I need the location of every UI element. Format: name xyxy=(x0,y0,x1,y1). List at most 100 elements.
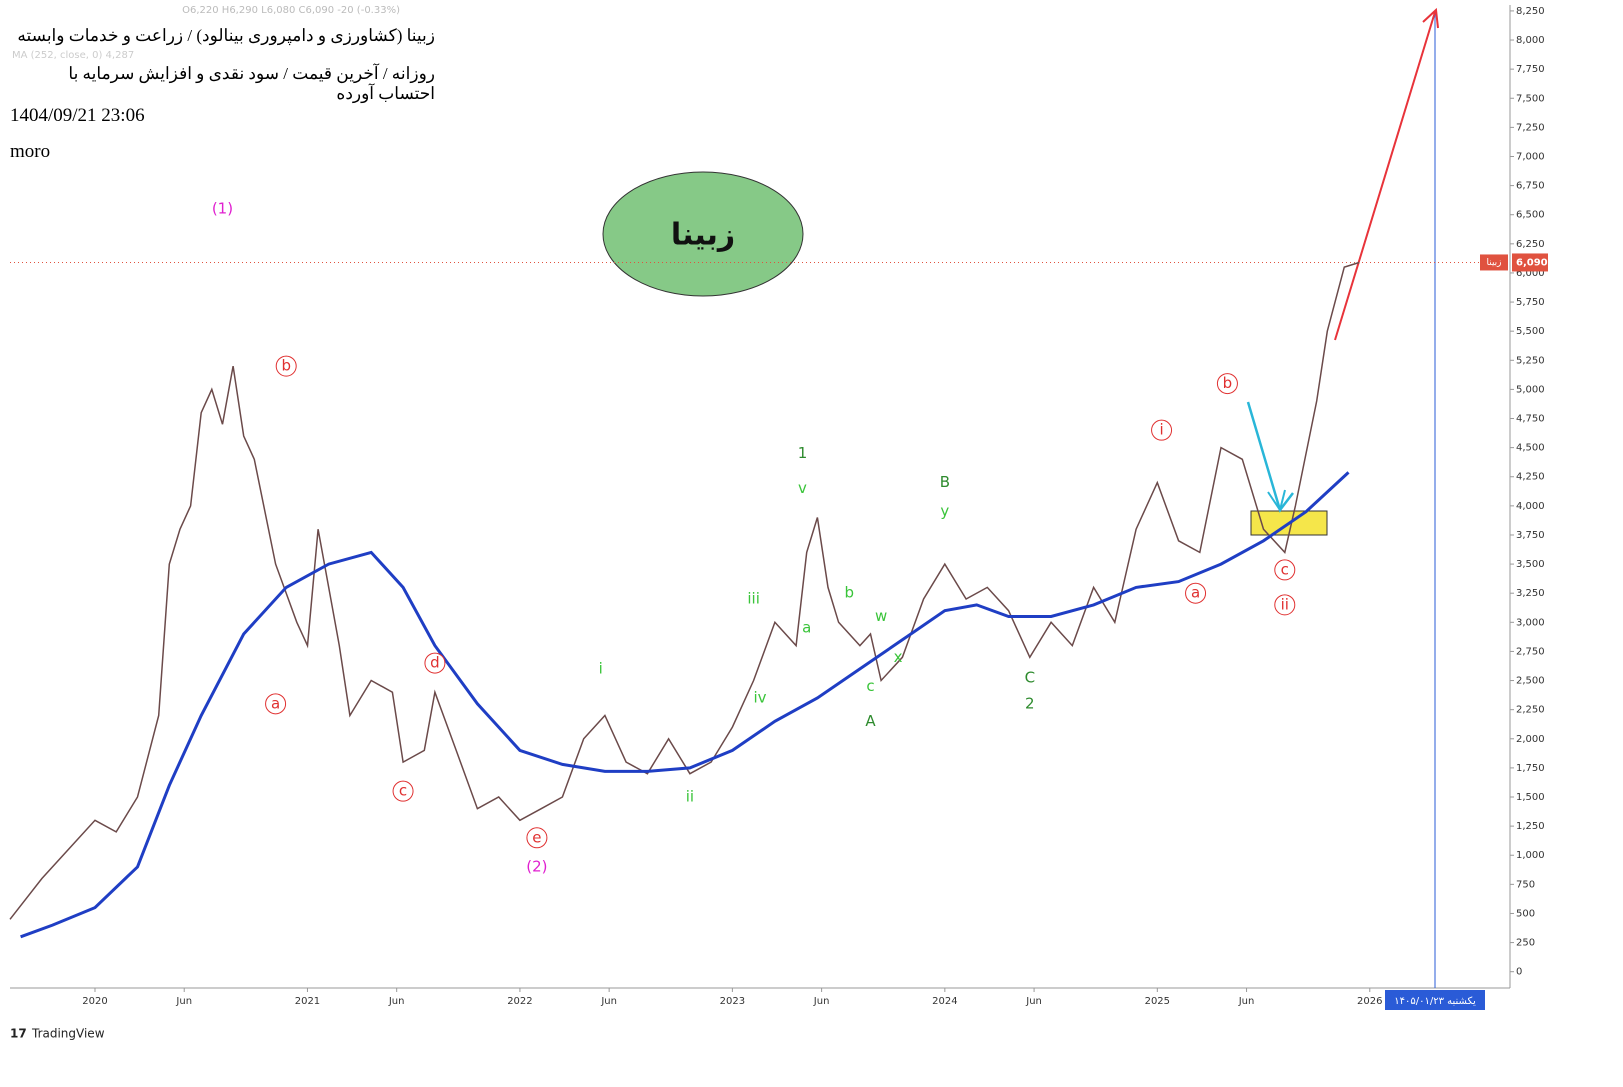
annotation: i xyxy=(1159,421,1163,439)
annotation-circle xyxy=(265,693,287,715)
y-tick-label: 2,250 xyxy=(1516,705,1545,716)
annotation-circle xyxy=(1274,559,1296,581)
y-tick-label: 250 xyxy=(1516,938,1535,949)
cyan-arrow-head xyxy=(1267,489,1286,513)
annotation: b xyxy=(281,357,291,375)
title: زبینا (کشاورزی و دامپروری بینالود) / زرا… xyxy=(17,26,435,45)
y-tick-label: 500 xyxy=(1516,908,1535,919)
annotation-circle xyxy=(1151,419,1173,441)
annotation: w xyxy=(875,607,887,625)
subtitle: روزانه / آخرین قیمت / سود نقدی و افزایش … xyxy=(68,64,435,103)
annotation: A xyxy=(865,712,876,730)
y-tick-label: 6,750 xyxy=(1516,181,1545,192)
watermark: TradingView xyxy=(31,1027,105,1041)
annotation-circle xyxy=(424,652,446,674)
x-tick-label: Jun xyxy=(600,996,617,1007)
x-tick-label: Jun xyxy=(175,996,192,1007)
y-tick-label: 1,500 xyxy=(1516,792,1545,803)
annotation: a xyxy=(271,694,280,712)
annotation: v xyxy=(798,479,807,497)
annotation: c xyxy=(866,677,874,695)
y-tick-label: 4,250 xyxy=(1516,472,1545,483)
annotation-circle xyxy=(526,827,548,849)
annotation: c xyxy=(399,782,407,800)
timestamp: 1404/09/21 23:06 xyxy=(10,105,145,126)
annotation: y xyxy=(940,502,949,520)
annotation: (1) xyxy=(212,199,233,217)
x-tick-label: 2023 xyxy=(720,996,745,1007)
y-tick-label: 1,250 xyxy=(1516,821,1545,832)
annotation: C xyxy=(1025,669,1035,687)
annotation: iv xyxy=(753,689,766,707)
annotation-circle xyxy=(392,780,414,802)
badge-ellipse xyxy=(602,171,804,297)
y-tick-label: 8,250 xyxy=(1516,6,1545,17)
annotation: b xyxy=(844,584,854,602)
x-tick-label: Jun xyxy=(388,996,405,1007)
annotation: b xyxy=(1223,374,1233,392)
y-tick-label: 2,000 xyxy=(1516,734,1545,745)
y-tick-label: 7,750 xyxy=(1516,64,1545,75)
ma-line xyxy=(20,471,1350,939)
x-tick-label: 2024 xyxy=(932,996,957,1007)
y-tick-label: 750 xyxy=(1516,879,1535,890)
annotation: e xyxy=(532,828,541,846)
y-tick-label: 3,750 xyxy=(1516,530,1545,541)
y-tick-label: 1,000 xyxy=(1516,850,1545,861)
x-tick-label: Jun xyxy=(1238,996,1255,1007)
x-tick-label: 2020 xyxy=(82,996,107,1007)
y-tick-label: 5,250 xyxy=(1516,355,1545,366)
annotation: i xyxy=(599,659,603,677)
y-tick-label: 7,500 xyxy=(1516,93,1545,104)
y-tick-label: 5,500 xyxy=(1516,326,1545,337)
annotation: 1 xyxy=(798,444,808,462)
y-tick-label: 4,500 xyxy=(1516,443,1545,454)
annotation: B xyxy=(940,473,950,491)
badge-text: زبینا xyxy=(671,218,735,253)
y-tick-label: 6,500 xyxy=(1516,210,1545,221)
y-tick-label: 3,000 xyxy=(1516,617,1545,628)
y-tick-label: 5,750 xyxy=(1516,297,1545,308)
annotation: c xyxy=(1281,560,1289,578)
ohlc-line: O6,220 H6,290 L6,080 C6,090 -20 (-0.33%) xyxy=(182,5,400,16)
y-tick-label: 7,000 xyxy=(1516,151,1545,162)
annotation: x xyxy=(894,648,903,666)
annotation-circle xyxy=(1274,594,1296,616)
author: moro xyxy=(10,141,51,162)
y-tick-label: 3,500 xyxy=(1516,559,1545,570)
symbol-box xyxy=(1480,254,1508,271)
y-tick-label: 6,000 xyxy=(1516,268,1545,279)
y-tick-label: 2,750 xyxy=(1516,646,1545,657)
y-tick-label: 6,250 xyxy=(1516,239,1545,250)
last-price-box xyxy=(1512,253,1548,272)
x-tick-label: 2026 xyxy=(1357,996,1382,1007)
x-tick-label: Jun xyxy=(1025,996,1042,1007)
y-tick-label: 4,750 xyxy=(1516,414,1545,425)
x-tick-label: 2021 xyxy=(295,996,320,1007)
red-arrow-head xyxy=(1422,7,1439,29)
y-tick-label: 2,500 xyxy=(1516,676,1545,687)
last-price-label: 6,090 xyxy=(1516,257,1548,268)
y-tick-label: 3,250 xyxy=(1516,588,1545,599)
annotation: ii xyxy=(686,788,694,806)
annotation: iii xyxy=(747,590,760,608)
annotation-circle xyxy=(1216,373,1238,395)
annotation: a xyxy=(1191,584,1200,602)
red-arrow xyxy=(1334,11,1436,341)
cursor-date-box xyxy=(1385,990,1485,1010)
y-tick-label: 4,000 xyxy=(1516,501,1545,512)
cursor-date: یکشنبه ۱۴۰۵/۰۱/۲۳ xyxy=(1394,996,1476,1007)
ma-line: MA (252, close, 0) 4,287 xyxy=(12,50,135,61)
annotation: (2) xyxy=(526,857,547,875)
price-line xyxy=(9,261,1360,920)
y-tick-label: 8,000 xyxy=(1516,35,1545,46)
y-tick-label: 1,750 xyxy=(1516,763,1545,774)
y-tick-label: 5,000 xyxy=(1516,384,1545,395)
y-tick-label: 0 xyxy=(1516,967,1522,978)
annotation-circle xyxy=(1185,582,1207,604)
symbol-label: زبینا xyxy=(1486,258,1501,268)
x-tick-label: Jun xyxy=(813,996,830,1007)
